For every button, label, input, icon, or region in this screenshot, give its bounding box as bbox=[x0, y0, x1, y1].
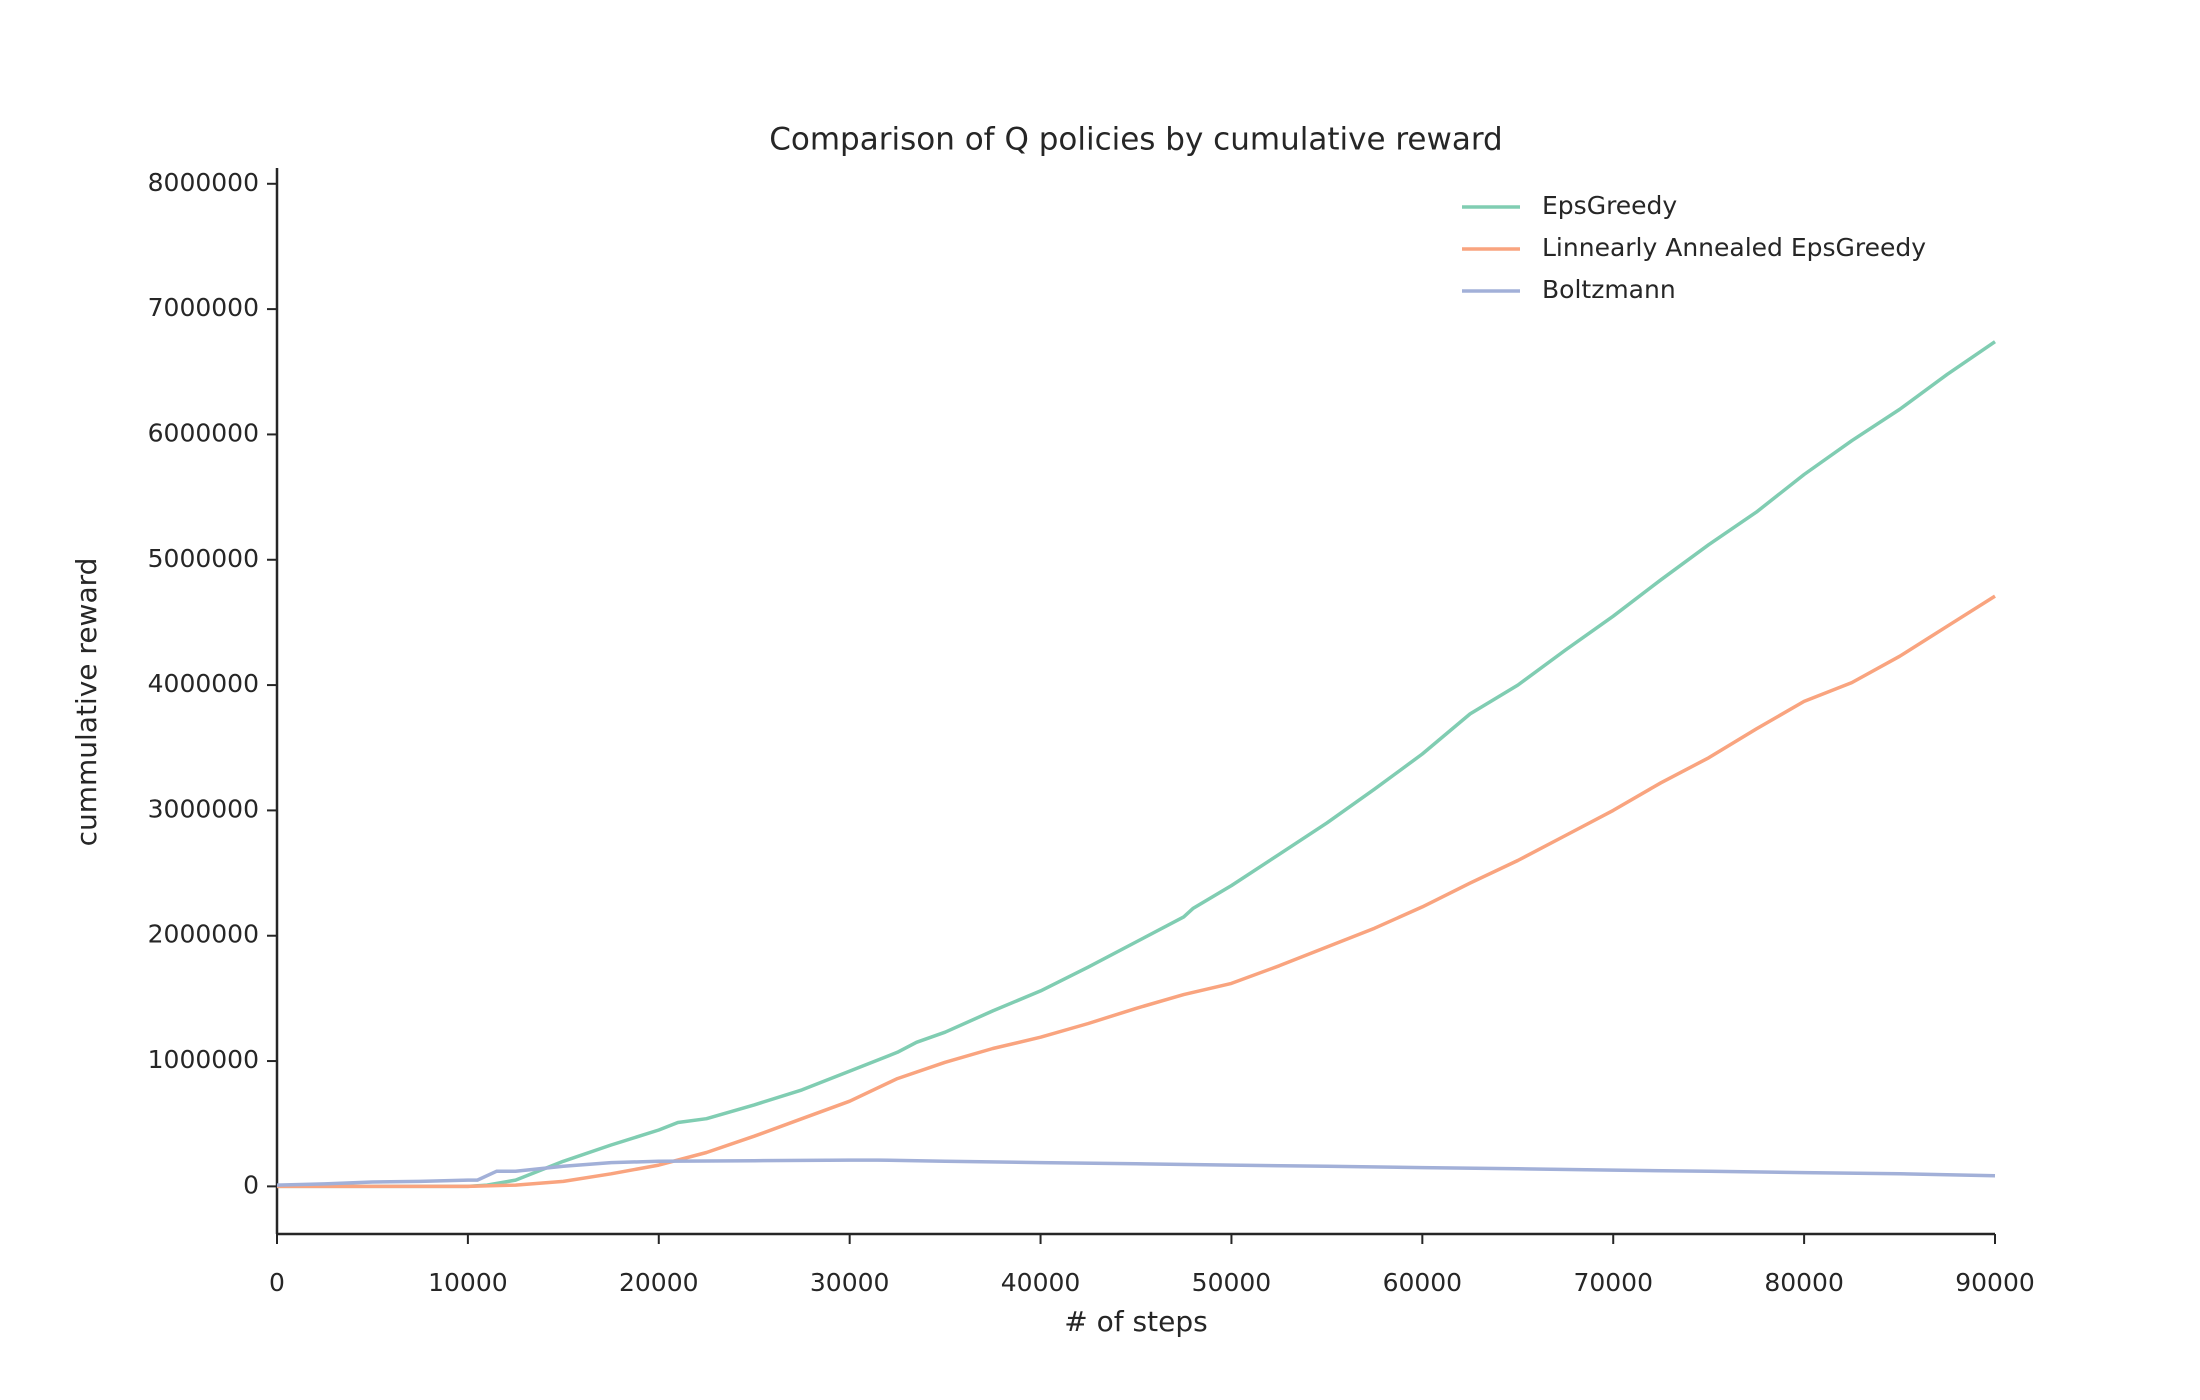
line-series bbox=[277, 594, 1996, 1189]
y-tick-label: 1000000 bbox=[148, 1045, 259, 1074]
x-tick-label: 70000 bbox=[1573, 1268, 1653, 1297]
y-tick-label: 5000000 bbox=[148, 544, 259, 573]
x-tick-label: 80000 bbox=[1764, 1268, 1844, 1297]
y-tick-label: 3000000 bbox=[148, 794, 259, 823]
y-tick-label: 8000000 bbox=[148, 168, 259, 197]
x-tick-label: 60000 bbox=[1383, 1268, 1463, 1297]
x-axis-label: # of steps bbox=[1064, 1305, 1207, 1338]
line-series bbox=[277, 340, 1996, 1189]
y-tick-label: 2000000 bbox=[148, 920, 259, 949]
x-tick-label: 10000 bbox=[428, 1268, 508, 1297]
legend-label: Boltzmann bbox=[1542, 275, 1676, 304]
x-tick-label: 20000 bbox=[619, 1268, 699, 1297]
chart-title: Comparison of Q policies by cumulative r… bbox=[769, 122, 1502, 158]
x-tick-label: 30000 bbox=[810, 1268, 890, 1297]
line-series bbox=[276, 1158, 1996, 1187]
y-tick-label: 6000000 bbox=[148, 418, 259, 447]
x-tick-label: 0 bbox=[269, 1268, 285, 1297]
x-tick-label: 40000 bbox=[1001, 1268, 1081, 1297]
legend-label: EpsGreedy bbox=[1542, 191, 1677, 220]
legend-label: Linnearly Annealed EpsGreedy bbox=[1542, 233, 1926, 262]
y-tick-label: 4000000 bbox=[148, 669, 259, 698]
x-tick-label: 90000 bbox=[1955, 1268, 2035, 1297]
x-tick-label: 50000 bbox=[1192, 1268, 1272, 1297]
y-tick-label: 7000000 bbox=[148, 293, 259, 322]
y-axis-label: cummulative reward bbox=[70, 558, 103, 847]
y-tick-label: 0 bbox=[243, 1170, 259, 1199]
